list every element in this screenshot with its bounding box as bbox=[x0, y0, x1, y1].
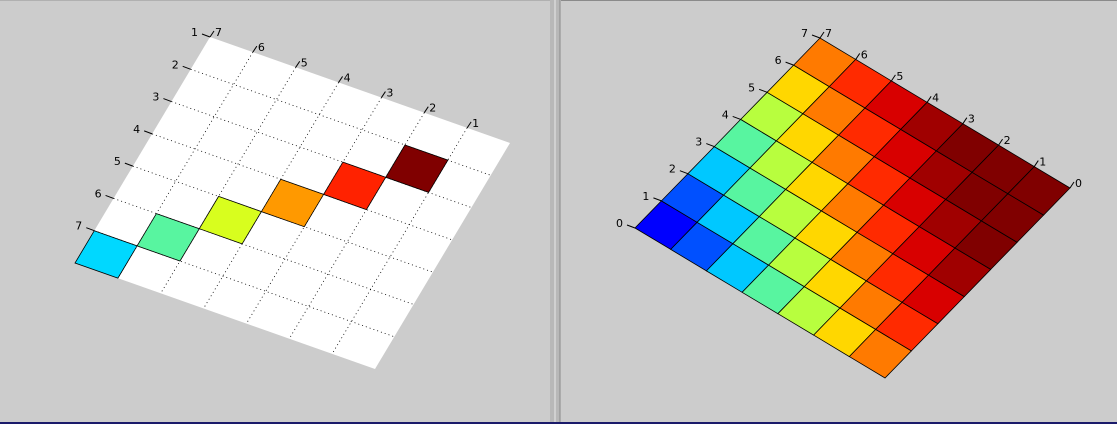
x-tick-label: 5 bbox=[301, 56, 308, 69]
right-top-axis-ticks: 7 6 5 4 3 2 1 0 bbox=[819, 27, 1082, 190]
tick-mark bbox=[201, 33, 211, 38]
y-tick-label: 1 bbox=[642, 190, 649, 203]
tick-mark bbox=[182, 65, 191, 70]
tick-mark bbox=[381, 91, 386, 98]
tick-mark bbox=[105, 194, 114, 199]
tick-mark bbox=[706, 143, 715, 148]
x-tick-label: 4 bbox=[344, 71, 351, 84]
x-tick-label: 5 bbox=[896, 70, 903, 83]
y-tick-label: 3 bbox=[695, 136, 702, 149]
tick-mark bbox=[163, 98, 172, 103]
tick-mark bbox=[811, 34, 821, 39]
tick-mark bbox=[1033, 160, 1039, 167]
x-tick-label: 2 bbox=[429, 102, 436, 115]
tick-mark bbox=[891, 74, 896, 82]
y-tick-label: 1 bbox=[191, 26, 198, 39]
y-tick-label: 4 bbox=[722, 108, 729, 121]
tick-mark bbox=[819, 31, 825, 39]
tick-mark bbox=[785, 61, 794, 66]
y-tick-label: 5 bbox=[748, 81, 755, 94]
x-tick-label: 6 bbox=[258, 41, 265, 54]
y-tick-label: 5 bbox=[114, 155, 121, 168]
y-tick-label: 0 bbox=[616, 217, 623, 230]
tick-mark bbox=[295, 61, 301, 68]
tick-mark bbox=[855, 53, 861, 60]
tick-mark bbox=[423, 106, 429, 113]
tick-mark bbox=[143, 130, 153, 135]
tick-mark bbox=[732, 115, 741, 120]
tick-mark bbox=[338, 76, 343, 83]
left-heatmap-panel: 1 2 3 4 5 6 7 7 6 5 4 3 2 1 bbox=[74, 26, 510, 369]
top-axis-ticks: 7 6 5 4 3 2 1 bbox=[209, 26, 479, 130]
heatmap-cell bbox=[260, 178, 325, 228]
tick-mark bbox=[998, 138, 1003, 146]
left-axis-ticks: 1 2 3 4 5 6 7 bbox=[75, 26, 211, 233]
y-tick-label: 3 bbox=[152, 91, 159, 104]
x-tick-label: 6 bbox=[861, 48, 868, 61]
y-tick-label: 7 bbox=[801, 27, 808, 40]
y-tick-label: 7 bbox=[75, 220, 82, 233]
right-heatmap-panel: 0 1 2 3 4 5 6 7 7 6 5 4 3 2 1 0 bbox=[616, 27, 1082, 379]
y-tick-label: 6 bbox=[775, 54, 782, 67]
x-tick-label: 0 bbox=[1075, 177, 1082, 190]
x-tick-label: 7 bbox=[825, 27, 832, 40]
x-tick-label: 7 bbox=[215, 26, 222, 39]
heatmap-cell bbox=[385, 144, 449, 193]
tick-mark bbox=[252, 45, 258, 53]
y-tick-label: 2 bbox=[669, 163, 676, 176]
tick-mark bbox=[758, 88, 768, 93]
right-left-axis-ticks: 0 1 2 3 4 5 6 7 bbox=[616, 27, 821, 230]
x-tick-label: 3 bbox=[968, 113, 975, 126]
tick-mark bbox=[1069, 181, 1075, 189]
tick-mark bbox=[626, 224, 636, 229]
x-tick-label: 3 bbox=[386, 87, 393, 100]
tick-mark bbox=[653, 197, 662, 202]
heatmap-cell bbox=[136, 213, 200, 262]
tick-mark bbox=[962, 117, 968, 124]
heatmap-cell bbox=[198, 195, 262, 245]
tick-mark bbox=[209, 30, 215, 38]
x-tick-label: 2 bbox=[1004, 134, 1011, 147]
tick-mark bbox=[466, 121, 472, 129]
x-tick-label: 1 bbox=[472, 117, 479, 130]
tick-mark bbox=[124, 162, 134, 167]
heatmap-cell bbox=[74, 230, 138, 279]
y-tick-label: 4 bbox=[133, 123, 140, 136]
y-tick-label: 6 bbox=[95, 187, 102, 200]
heatmap-cell bbox=[323, 161, 387, 211]
y-tick-label: 2 bbox=[172, 58, 179, 71]
tick-mark bbox=[86, 227, 95, 232]
x-tick-label: 1 bbox=[1039, 156, 1046, 169]
tick-mark bbox=[926, 96, 932, 103]
tick-mark bbox=[679, 170, 689, 175]
x-tick-label: 4 bbox=[932, 91, 939, 104]
